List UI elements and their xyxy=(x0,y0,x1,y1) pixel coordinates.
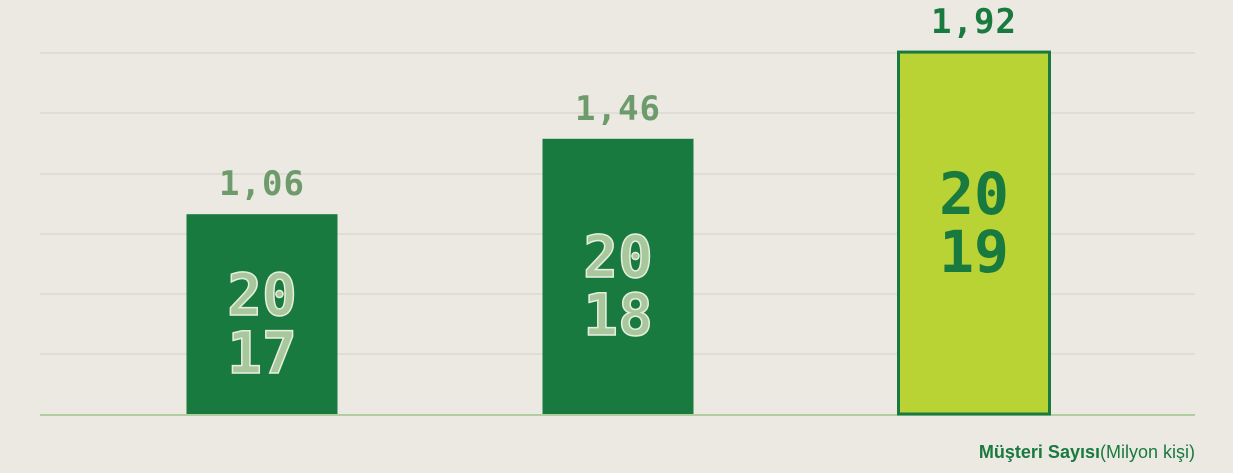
value-label: 1,46 xyxy=(518,89,718,129)
y-unit: (Milyon kişi) xyxy=(1100,442,1195,462)
chart: Müşteri Sayısı(Milyon kişi) 1,06 2017 1,46… xyxy=(0,0,1233,473)
axis-caption: Müşteri Sayısı(Milyon kişi) xyxy=(979,442,1195,463)
category-label: 2017 xyxy=(220,266,304,382)
y-label: Müşteri Sayısı xyxy=(979,442,1100,462)
category-label: 2018 xyxy=(576,228,660,344)
value-label: 1,06 xyxy=(162,164,362,204)
category-label: 2019 xyxy=(932,165,1016,281)
value-label: 1,92 xyxy=(874,2,1074,42)
